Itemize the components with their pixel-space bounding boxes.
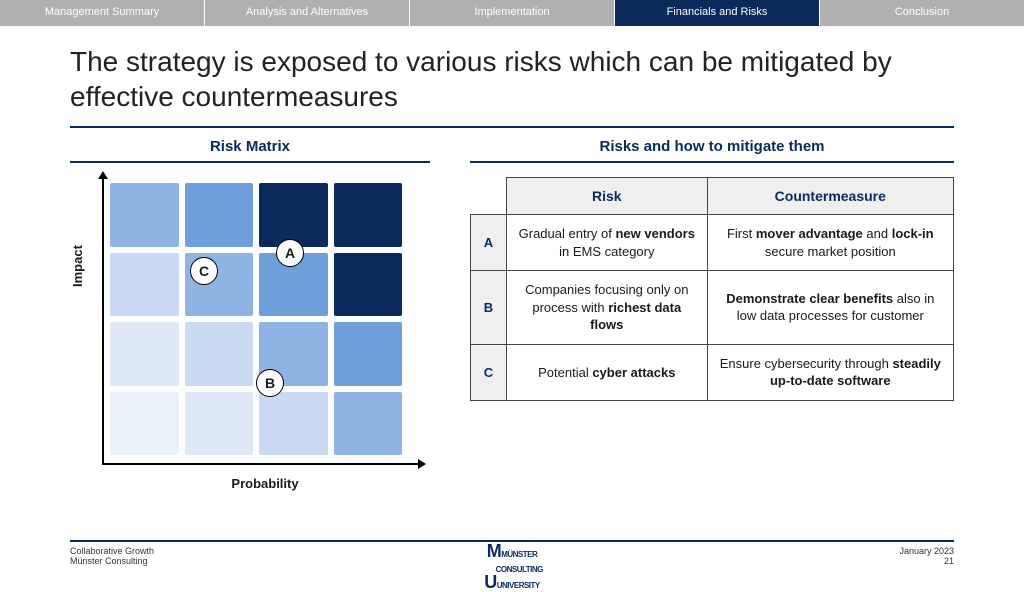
- counter-cell: First mover advantage and lock-in secure…: [707, 215, 953, 271]
- table-row: CPotential cyber attacksEnsure cybersecu…: [471, 344, 954, 400]
- row-id: C: [471, 344, 507, 400]
- risk-matrix-panel: Risk Matrix Impact ACB Probability: [70, 136, 430, 487]
- row-id: A: [471, 215, 507, 271]
- matrix-cell: [110, 322, 179, 386]
- content: Risk Matrix Impact ACB Probability Risks…: [0, 128, 1024, 487]
- tab-management-summary[interactable]: Management Summary: [0, 0, 205, 26]
- counter-cell: Ensure cybersecurity through steadily up…: [707, 344, 953, 400]
- risk-cell: Companies focusing only on process with …: [507, 271, 708, 345]
- matrix-cell: [334, 392, 403, 456]
- risks-heading: Risks and how to mitigate them: [470, 136, 954, 163]
- nav-tabs: Management SummaryAnalysis and Alternati…: [0, 0, 1024, 26]
- matrix-cell: [259, 392, 328, 456]
- footer-page: 21: [899, 556, 954, 566]
- matrix-grid: [110, 183, 402, 455]
- tab-financials-and-risks[interactable]: Financials and Risks: [615, 0, 820, 26]
- y-axis: [102, 177, 104, 465]
- logo-l1: MÜNSTER: [501, 550, 537, 559]
- x-axis-label: Probability: [80, 476, 420, 491]
- matrix-cell: [334, 322, 403, 386]
- matrix-cell: [110, 392, 179, 456]
- risk-cell: Gradual entry of new vendors in EMS cate…: [507, 215, 708, 271]
- risks-table: Risk Countermeasure AGradual entry of ne…: [470, 177, 954, 401]
- footer-left: Collaborative Growth Münster Consulting: [70, 546, 154, 566]
- footer-right: January 2023 21: [899, 546, 954, 566]
- risk-matrix: Impact ACB Probability: [80, 177, 420, 487]
- footer: Collaborative Growth Münster Consulting …: [70, 540, 954, 566]
- matrix-cell: [110, 253, 179, 317]
- matrix-cell: [110, 183, 179, 247]
- col-risk: Risk: [507, 178, 708, 215]
- table-row: AGradual entry of new vendors in EMS cat…: [471, 215, 954, 271]
- counter-cell: Demonstrate clear benefits also in low d…: [707, 271, 953, 345]
- table-corner: [471, 178, 507, 215]
- risk-marker-c: C: [190, 257, 218, 285]
- risk-marker-a: A: [276, 239, 304, 267]
- table-row: BCompanies focusing only on process with…: [471, 271, 954, 345]
- matrix-cell: [185, 183, 254, 247]
- matrix-cell: [259, 183, 328, 247]
- footer-org: Münster Consulting: [70, 556, 154, 566]
- page-title: The strategy is exposed to various risks…: [0, 26, 1024, 126]
- x-axis: [102, 463, 420, 465]
- logo-l2: CONSULTING: [496, 565, 543, 574]
- risks-table-panel: Risks and how to mitigate them Risk Coun…: [470, 136, 954, 487]
- footer-project: Collaborative Growth: [70, 546, 154, 556]
- footer-logo: MMÜNSTERMCONSULTINGUUNIVERSITY: [481, 544, 543, 590]
- tab-conclusion[interactable]: Conclusion: [820, 0, 1024, 26]
- y-axis-label: Impact: [70, 245, 85, 287]
- matrix-cell: [334, 253, 403, 317]
- matrix-cell: [185, 392, 254, 456]
- risk-cell: Potential cyber attacks: [507, 344, 708, 400]
- tab-implementation[interactable]: Implementation: [410, 0, 615, 26]
- footer-date: January 2023: [899, 546, 954, 556]
- risk-marker-b: B: [256, 369, 284, 397]
- risk-matrix-heading: Risk Matrix: [70, 136, 430, 163]
- matrix-cell: [185, 322, 254, 386]
- col-counter: Countermeasure: [707, 178, 953, 215]
- logo-l3: UNIVERSITY: [497, 581, 540, 590]
- row-id: B: [471, 271, 507, 345]
- matrix-cell: [334, 183, 403, 247]
- tab-analysis-and-alternatives[interactable]: Analysis and Alternatives: [205, 0, 410, 26]
